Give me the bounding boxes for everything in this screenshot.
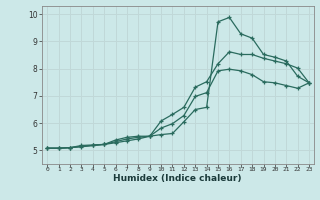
X-axis label: Humidex (Indice chaleur): Humidex (Indice chaleur) [113, 174, 242, 183]
